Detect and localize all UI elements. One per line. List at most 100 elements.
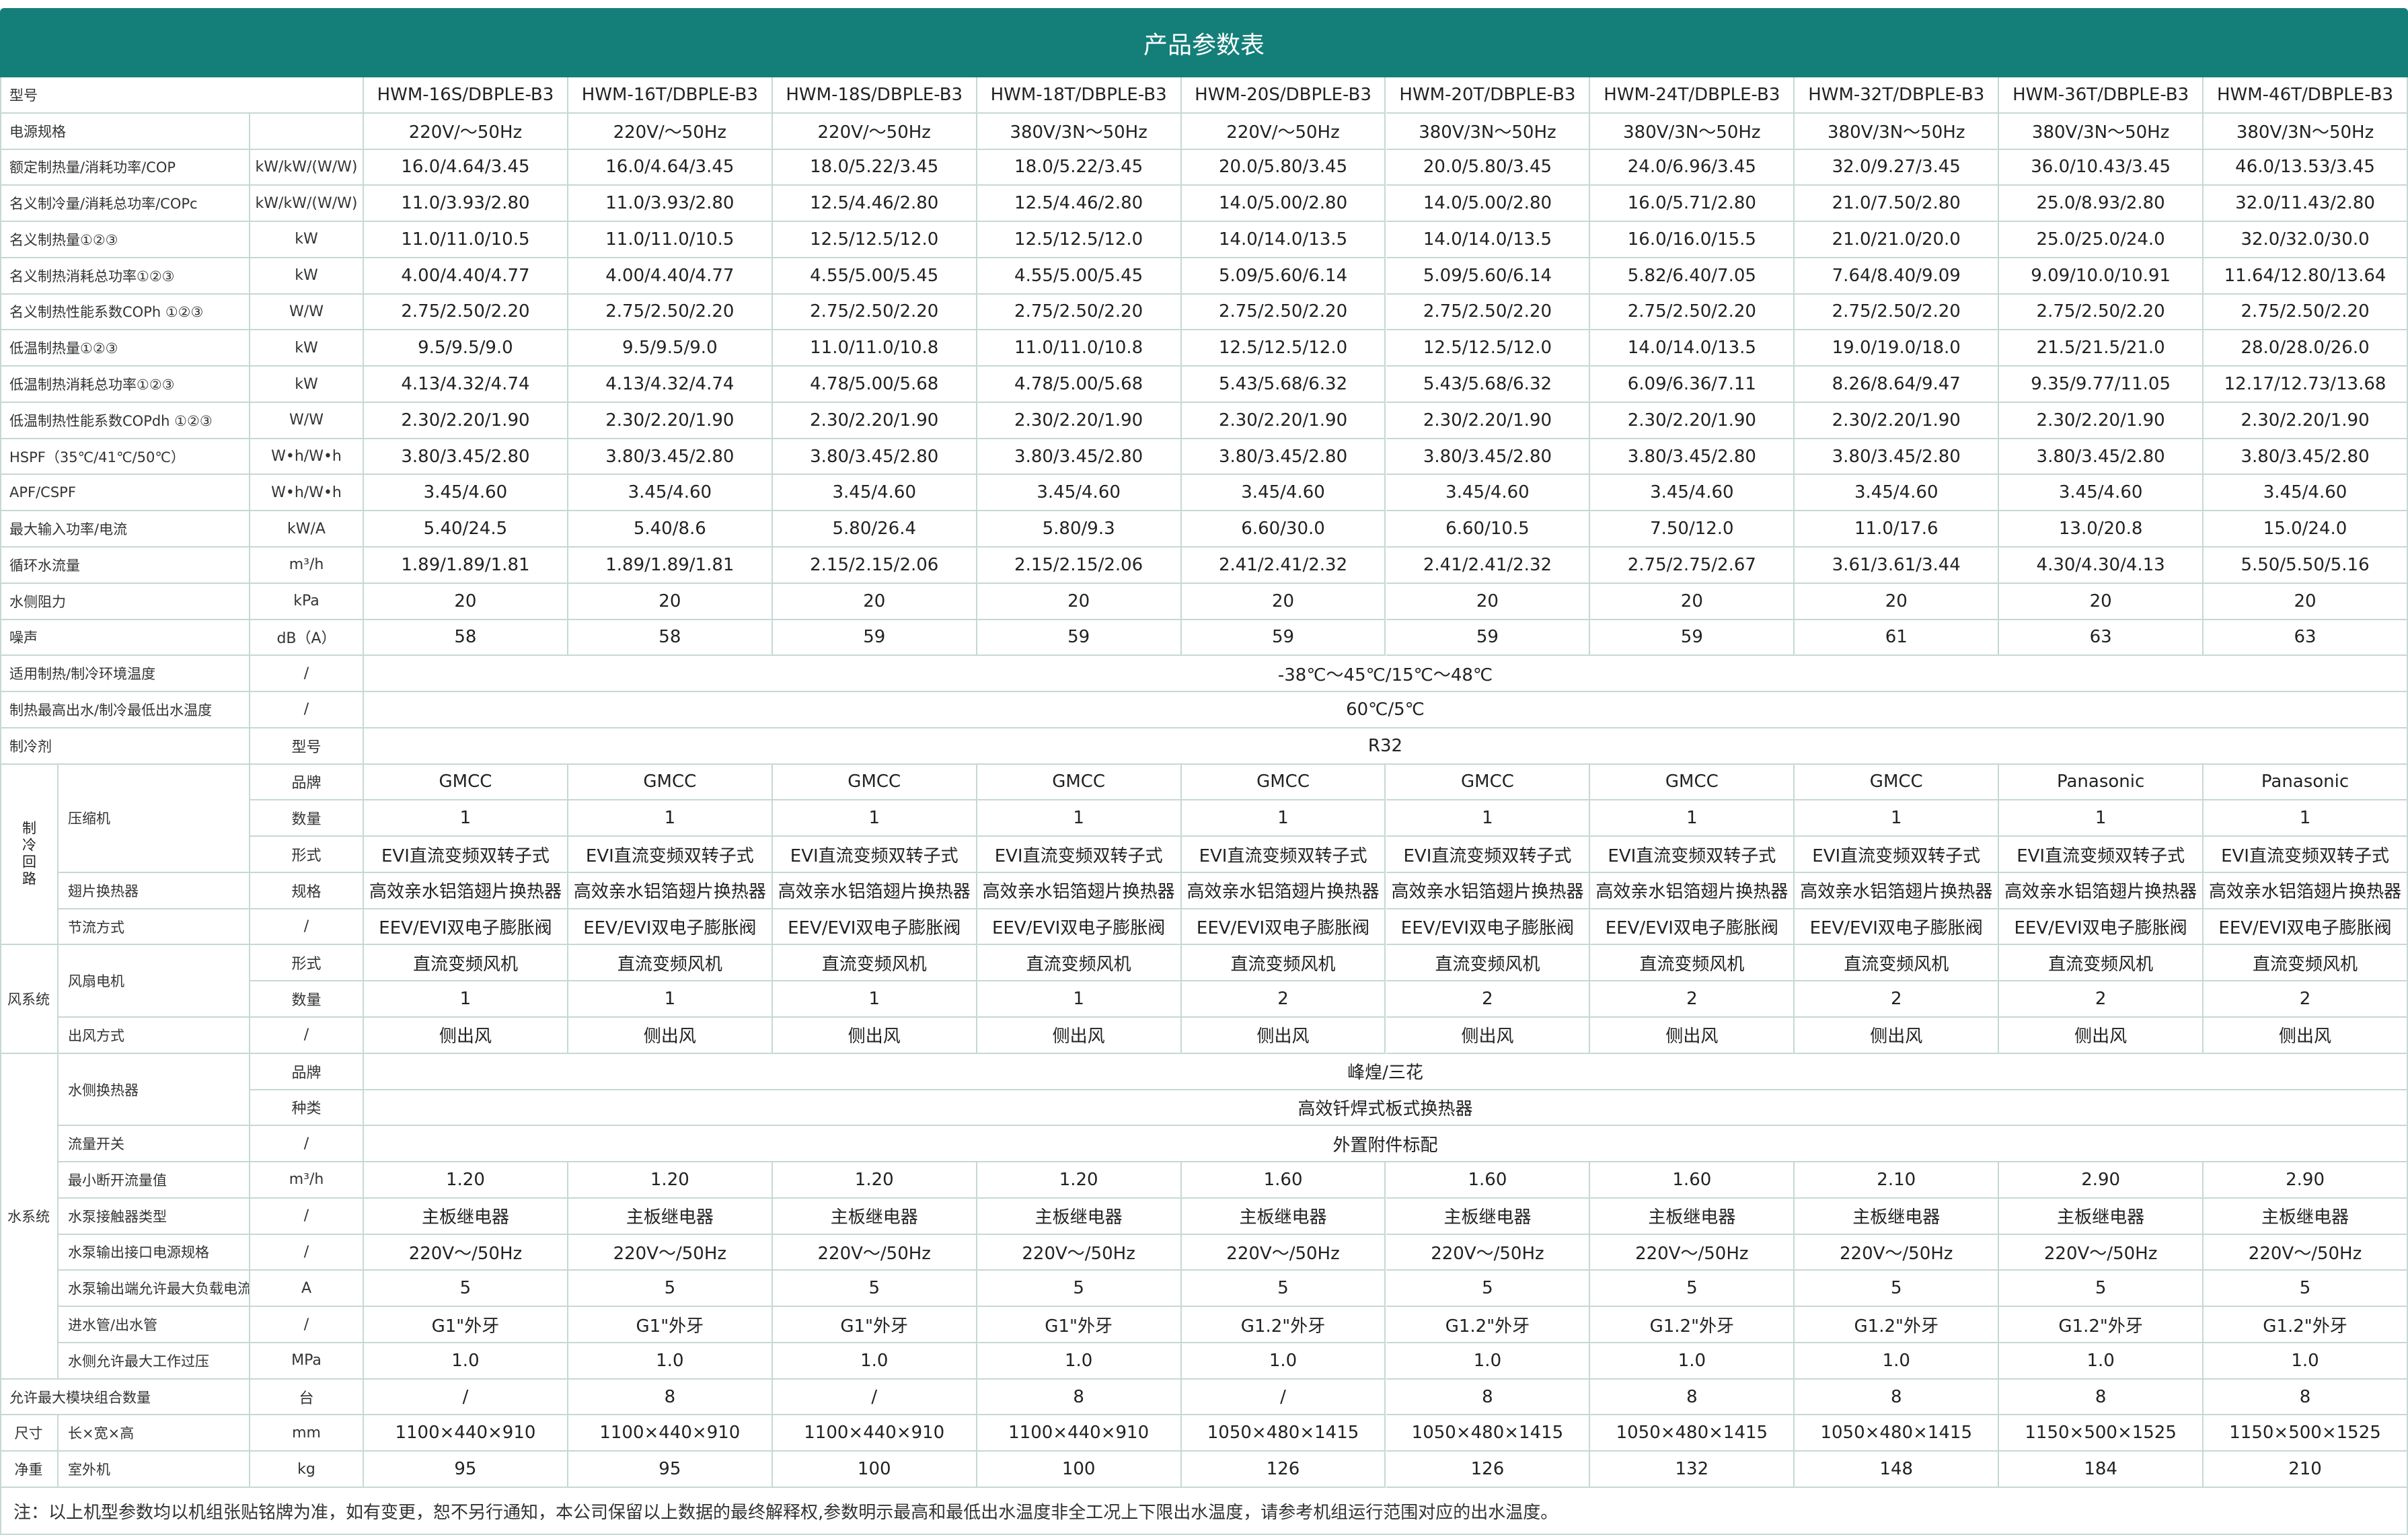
value-cell: 2 xyxy=(1386,981,1591,1018)
value-cell: 8 xyxy=(977,1379,1182,1416)
value-cell: 1.20 xyxy=(364,1162,568,1199)
value-cell: 1.60 xyxy=(1590,1162,1795,1199)
model-name: HWM-18S/DBPLE-B3 xyxy=(772,77,977,114)
model-name: HWM-20T/DBPLE-B3 xyxy=(1386,77,1591,114)
value-cell: 3.45/4.60 xyxy=(977,475,1182,512)
value-cell: 主板继电器 xyxy=(1590,1198,1795,1235)
value-cell: 1.0 xyxy=(772,1343,977,1380)
value-cell: 5 xyxy=(2204,1271,2408,1308)
value-cell: 2.41/2.41/2.32 xyxy=(1386,548,1591,584)
value-cell: 100 xyxy=(772,1452,977,1488)
value-cell: 8 xyxy=(568,1379,773,1416)
unit-cell: 数量 xyxy=(250,800,364,837)
value-cell: 3.45/4.60 xyxy=(2204,475,2408,512)
item-label: 风扇电机 xyxy=(59,945,250,1018)
value-cell: 3.80/3.45/2.80 xyxy=(2204,439,2408,476)
value-cell: 63 xyxy=(1999,620,2204,656)
value-cell: 4.55/5.00/5.45 xyxy=(772,258,977,295)
row-label: APF/CSPF xyxy=(0,475,250,512)
value-cell: 20 xyxy=(772,583,977,620)
value-cell: 13.0/20.8 xyxy=(1999,511,2204,548)
value-cell: 20.0/5.80/3.45 xyxy=(1181,149,1386,186)
value-cell: 主板继电器 xyxy=(1795,1198,2000,1235)
unit-cell: 型号 xyxy=(250,728,364,765)
value-cell: 2.75/2.50/2.20 xyxy=(1795,294,2000,331)
value-cell: 61 xyxy=(1795,620,2000,656)
value-cell: 侧出风 xyxy=(1795,1018,2000,1054)
value-cell: 1 xyxy=(1590,800,1795,837)
value-cell: 5.43/5.68/6.32 xyxy=(1181,367,1386,403)
value-cell: 220V～/50Hz xyxy=(1999,1234,2204,1271)
value-cell: 5.09/5.60/6.14 xyxy=(1386,258,1591,295)
value-cell: 5 xyxy=(1999,1271,2204,1308)
value-cell: 直流变频风机 xyxy=(1590,945,1795,982)
value-cell: 184 xyxy=(1999,1452,2204,1488)
value-cell: 1.60 xyxy=(1386,1162,1591,1199)
value-cell: 直流变频风机 xyxy=(1999,945,2204,982)
spanned-value: 峰煌/三花 xyxy=(364,1053,2408,1090)
value-cell: 高效亲水铝箔翅片换热器 xyxy=(2204,872,2408,909)
value-cell: 20 xyxy=(2204,583,2408,620)
value-cell: 59 xyxy=(1386,620,1591,656)
value-cell: 高效亲水铝箔翅片换热器 xyxy=(1181,872,1386,909)
value-cell: 46.0/13.53/3.45 xyxy=(2204,149,2408,186)
table-frame xyxy=(0,77,2408,1488)
value-cell: 8 xyxy=(2204,1379,2408,1416)
value-cell: 100 xyxy=(977,1452,1182,1488)
row-label: 适用制热/制冷环境温度 xyxy=(0,656,250,693)
row-label: 名义制热量①②③ xyxy=(0,222,250,258)
value-cell: 1100×440×910 xyxy=(568,1415,773,1452)
value-cell: 9.5/9.5/9.0 xyxy=(364,330,568,367)
value-cell: 14.0/5.00/2.80 xyxy=(1181,186,1386,223)
item-label: 水泵接触器类型 xyxy=(59,1198,250,1235)
value-cell: 3.61/3.61/3.44 xyxy=(1795,548,2000,584)
value-cell: 1.20 xyxy=(772,1162,977,1199)
value-cell: 21.5/21.5/21.0 xyxy=(1999,330,2204,367)
value-cell: EEV/EVI双电子膨胀阀 xyxy=(568,909,773,946)
value-cell: 380V/3N～50Hz xyxy=(1590,113,1795,150)
unit-cell: 数量 xyxy=(250,981,364,1018)
row-label: 允许最大模块组合数量 xyxy=(0,1379,250,1416)
unit-cell: W/W xyxy=(250,402,364,439)
value-cell: 5 xyxy=(1386,1271,1591,1308)
unit-cell: / xyxy=(250,656,364,693)
value-cell: 主板继电器 xyxy=(1999,1198,2204,1235)
unit-cell: W•h/W•h xyxy=(250,439,364,476)
unit-cell: W•h/W•h xyxy=(250,475,364,512)
value-cell: EVI直流变频双转子式 xyxy=(568,837,773,873)
value-cell: 16.0/4.64/3.45 xyxy=(568,149,773,186)
value-cell: 2.75/2.50/2.20 xyxy=(1590,294,1795,331)
value-cell: 20 xyxy=(1795,583,2000,620)
value-cell: 12.5/4.46/2.80 xyxy=(977,186,1182,223)
value-cell: 直流变频风机 xyxy=(568,945,773,982)
row-label: 低温制热性能系数COPdh ①②③ xyxy=(0,402,250,439)
value-cell: 1050×480×1415 xyxy=(1386,1415,1591,1452)
value-cell: 2.90 xyxy=(2204,1162,2408,1199)
value-cell: 380V/3N～50Hz xyxy=(1795,113,2000,150)
value-cell: 高效亲水铝箔翅片换热器 xyxy=(1999,872,2204,909)
value-cell: 高效亲水铝箔翅片换热器 xyxy=(772,872,977,909)
item-label: 进水管/出水管 xyxy=(59,1307,250,1343)
value-cell: 220V/～50Hz xyxy=(772,113,977,150)
value-cell: 32.0/11.43/2.80 xyxy=(2204,186,2408,223)
value-cell: 220V～/50Hz xyxy=(1590,1234,1795,1271)
value-cell: 220V～/50Hz xyxy=(772,1234,977,1271)
unit-cell: 台 xyxy=(250,1379,364,1416)
value-cell: EEV/EVI双电子膨胀阀 xyxy=(1386,909,1591,946)
value-cell: EEV/EVI双电子膨胀阀 xyxy=(364,909,568,946)
value-cell: 380V/3N～50Hz xyxy=(1386,113,1591,150)
value-cell: 220V～/50Hz xyxy=(1795,1234,2000,1271)
item-label: 长×宽×高 xyxy=(59,1415,250,1452)
value-cell: 1 xyxy=(1181,800,1386,837)
value-cell: 9.09/10.0/10.91 xyxy=(1999,258,2204,295)
value-cell: 11.0/11.0/10.8 xyxy=(772,330,977,367)
value-cell: 5.40/24.5 xyxy=(364,511,568,548)
value-cell: 3.80/3.45/2.80 xyxy=(1181,439,1386,476)
value-cell: 3.45/4.60 xyxy=(1590,475,1795,512)
value-cell: 2.30/2.20/1.90 xyxy=(568,402,773,439)
value-cell: 12.5/12.5/12.0 xyxy=(1181,330,1386,367)
row-label: 名义制热性能系数COPh ①②③ xyxy=(0,294,250,331)
value-cell: 直流变频风机 xyxy=(364,945,568,982)
value-cell: 6.60/10.5 xyxy=(1386,511,1591,548)
